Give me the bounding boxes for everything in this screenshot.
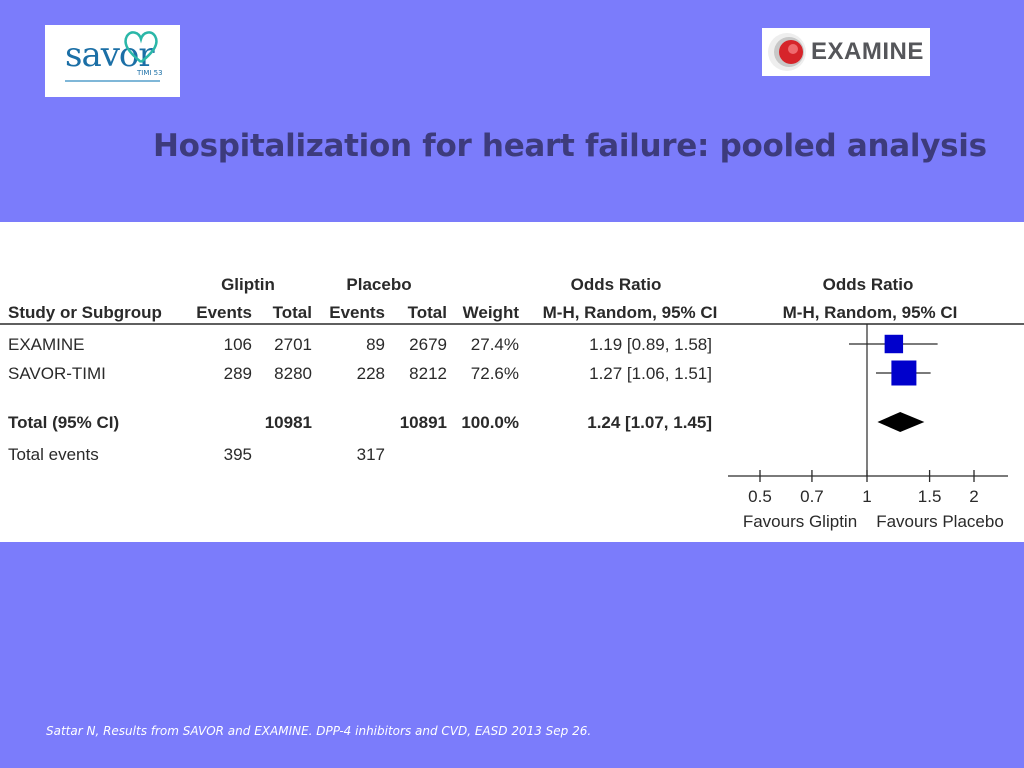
total-label: Total (95% CI) [8, 413, 119, 432]
column-ci-plot: M-H, Random, 95% CI [783, 303, 958, 322]
savor-timi-logo: savor TIMI 53 [45, 25, 180, 97]
row-examine-marker [884, 334, 904, 354]
header-placebo: Placebo [346, 275, 411, 294]
heart-icon [124, 31, 158, 63]
savor-logo-tagline-line [65, 80, 160, 82]
row-savor-timi-marker [891, 360, 917, 386]
examine-logo-word: EXAMINE [811, 38, 924, 65]
total-ci-text: 1.24 [1.07, 1.45] [587, 413, 712, 432]
slide-title: Hospitalization for heart failure: poole… [153, 128, 987, 164]
row-examine-ci-text: 1.19 [0.89, 1.58] [589, 335, 712, 354]
row-savor-timi-placebo-events: 228 [357, 364, 385, 383]
row-examine-placebo-total: 2679 [409, 335, 447, 354]
row-examine-weight: 27.4% [471, 335, 519, 354]
row-savor-timi-gliptin-events: 289 [224, 364, 252, 383]
header-odds-ratio-table: Odds Ratio [571, 275, 662, 294]
header-gliptin: Gliptin [221, 275, 275, 294]
row-savor-timi-ci-text: 1.27 [1.06, 1.51] [589, 364, 712, 383]
axis-label-favours-gliptin: Favours Gliptin [743, 512, 857, 531]
row-savor-timi-placebo-total: 8212 [409, 364, 447, 383]
x-tick-label-0.5: 0.5 [748, 487, 772, 506]
total-placebo-total: 10891 [400, 413, 447, 432]
total-gliptin-total: 10981 [265, 413, 312, 432]
column-ci-table: M-H, Random, 95% CI [543, 303, 718, 322]
forest-plot-panel: Gliptin Placebo Odds Ratio Odds Ratio Study … [0, 222, 1024, 542]
column-weight: Weight [463, 303, 520, 322]
row-examine-study: EXAMINE [8, 335, 85, 354]
examine-circle-icon [768, 33, 806, 71]
savor-logo-word: savor [65, 35, 155, 75]
total-weight: 100.0% [461, 413, 519, 432]
savor-logo-subtext: TIMI 53 [137, 69, 163, 77]
total-diamond [877, 412, 925, 432]
x-tick-label-1: 1 [862, 487, 871, 506]
x-tick-label-0.7: 0.7 [800, 487, 824, 506]
examine-logo: EXAMINE [762, 28, 930, 76]
row-examine-gliptin-total: 2701 [274, 335, 312, 354]
citation-footer: Sattar N, Results from SAVOR and EXAMINE… [46, 724, 592, 738]
row-examine-placebo-events: 89 [366, 335, 385, 354]
total-events-gliptin: 395 [224, 445, 252, 464]
row-savor-timi-weight: 72.6% [471, 364, 519, 383]
x-tick-label-1.5: 1.5 [918, 487, 942, 506]
row-savor-timi-study: SAVOR-TIMI [8, 364, 106, 383]
total-events-label: Total events [8, 445, 99, 464]
forest-plot: Gliptin Placebo Odds Ratio Odds Ratio Study … [0, 275, 1024, 531]
x-tick-label-2: 2 [969, 487, 978, 506]
column-gliptin-events: Events [196, 303, 252, 322]
total-events-placebo: 317 [357, 445, 385, 464]
row-savor-timi-gliptin-total: 8280 [274, 364, 312, 383]
axis-label-favours-placebo: Favours Placebo [876, 512, 1004, 531]
header-odds-ratio-plot: Odds Ratio [823, 275, 914, 294]
column-placebo-total: Total [408, 303, 447, 322]
column-study: Study or Subgroup [8, 303, 162, 322]
column-placebo-events: Events [329, 303, 385, 322]
row-examine-gliptin-events: 106 [224, 335, 252, 354]
column-gliptin-total: Total [273, 303, 312, 322]
